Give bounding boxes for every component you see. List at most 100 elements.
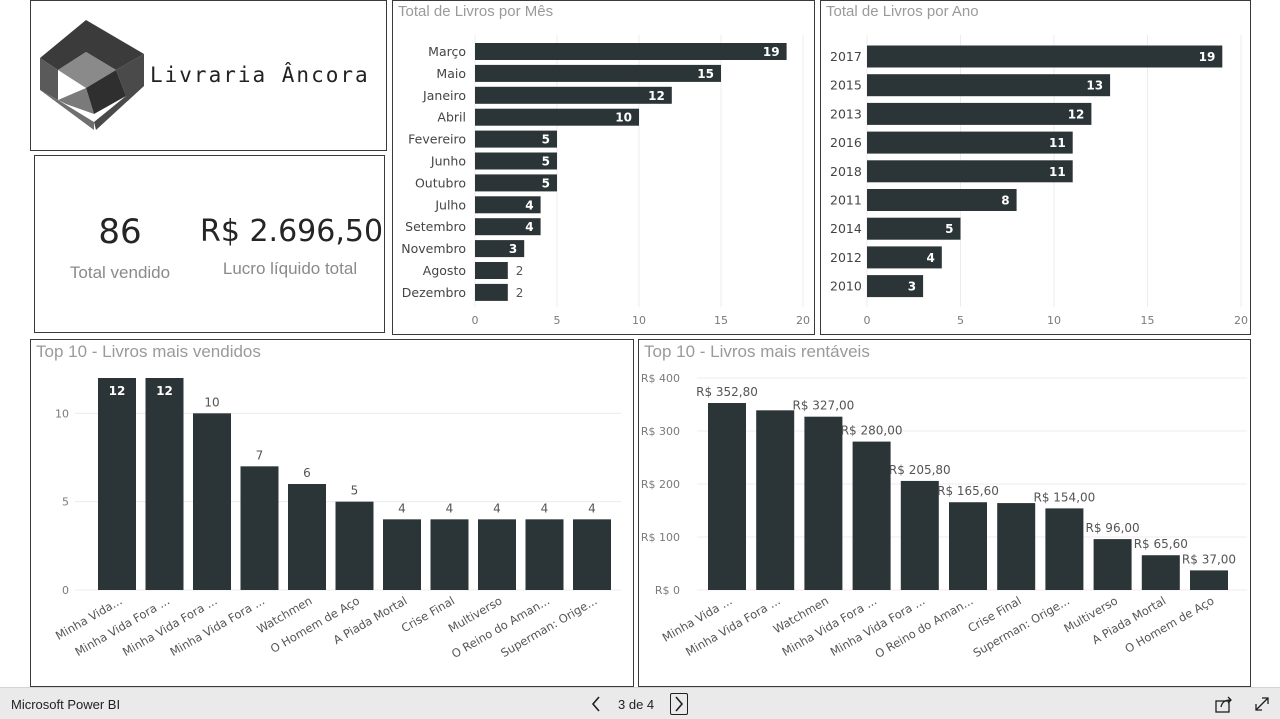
kpi-panel: 86 Total vendido R$ 2.696,50 Lucro líqui… [34, 155, 385, 333]
data-label: 4 [541, 501, 549, 515]
bar [475, 108, 639, 126]
x-tick-label: 5 [957, 314, 964, 327]
bar [478, 519, 516, 590]
chart-title: Total de Livros por Mês [398, 3, 554, 20]
category-label: Janeiro [422, 88, 466, 103]
data-label: 4 [525, 220, 533, 234]
share-button[interactable] [1214, 694, 1234, 714]
data-label: 4 [398, 501, 406, 515]
bar [573, 519, 611, 590]
bar [288, 484, 326, 590]
logo-panel: Livraria Âncora [30, 0, 387, 151]
bar [1045, 508, 1084, 590]
data-label: 6 [303, 466, 311, 480]
data-label: 3 [509, 242, 517, 256]
bar [1093, 539, 1132, 590]
x-tick-label: 15 [1141, 314, 1155, 327]
data-label: 4 [493, 501, 501, 515]
data-label: 12 [648, 89, 665, 103]
fullscreen-icon [1255, 697, 1269, 711]
bar [525, 519, 564, 590]
data-label: 2 [516, 264, 524, 278]
category-label: Setembro [405, 219, 466, 234]
category-label: 2014 [830, 221, 862, 236]
data-label: 11 [1049, 165, 1066, 179]
bar [867, 45, 1223, 68]
x-tick-label: 20 [796, 314, 810, 327]
data-label: 19 [1199, 50, 1216, 64]
data-label: 4 [446, 501, 454, 515]
chart-by-month-panel: Total de Livros por Mês 0 5 10 15 20 Março 19 M… [392, 0, 815, 335]
x-tick-label: 15 [714, 314, 728, 327]
bar [949, 502, 987, 590]
category-label: 2013 [830, 106, 862, 121]
data-label: R$ 154,00 [1034, 490, 1096, 504]
net-profit-value: R$ 2.696,50 [200, 214, 384, 249]
fullscreen-button[interactable] [1252, 694, 1272, 714]
data-label: 5 [542, 133, 550, 147]
y-tick-label: 5 [62, 496, 69, 509]
bar [475, 283, 508, 301]
category-label: 2012 [830, 250, 862, 265]
category-label: Julho [434, 197, 466, 212]
data-label: 11 [1049, 136, 1066, 150]
previous-page-button[interactable] [587, 693, 605, 715]
bar [145, 378, 184, 590]
bar [867, 189, 1017, 211]
bar [708, 403, 746, 590]
y-tick-label: 0 [62, 584, 69, 597]
bar [475, 64, 721, 82]
chart-title: Total de Livros por Ano [826, 3, 979, 20]
x-tick-label: 20 [1234, 314, 1248, 327]
bar [98, 378, 136, 590]
total-sold-value: 86 [98, 212, 142, 252]
bar [475, 43, 787, 60]
category-label: Junho [430, 154, 466, 169]
data-label: R$ 327,00 [793, 399, 855, 413]
bar [240, 466, 279, 590]
y-tick-label: R$ 0 [655, 584, 680, 597]
chart-title: Top 10 - Livros mais vendidos [36, 342, 261, 361]
y-tick-label: 10 [55, 407, 69, 420]
x-tick-label: 0 [864, 314, 871, 327]
category-label: Fevereiro [408, 132, 466, 147]
data-label: R$ 37,00 [1182, 552, 1236, 566]
x-tick-label: 10 [1047, 314, 1061, 327]
bar [1190, 570, 1228, 590]
data-label: 7 [256, 448, 264, 462]
data-label: 3 [908, 280, 916, 294]
chevron-right-icon [675, 696, 684, 712]
app-name: Microsoft Power BI [11, 697, 121, 712]
chart-by-year-panel: Total de Livros por Ano 0 5 10 15 20 2017 19 20… [820, 0, 1251, 335]
category-label: 2016 [830, 135, 862, 150]
data-label: 4 [588, 501, 596, 515]
x-tick-label: 10 [632, 314, 646, 327]
bar [475, 174, 557, 192]
category-label: Maio [436, 66, 466, 81]
bar [867, 275, 924, 298]
category-label: Abril [437, 110, 466, 125]
brand-name: Livraria Âncora [150, 63, 370, 87]
total-sold-label: Total vendido [69, 263, 171, 282]
data-label: R$ 352,80 [696, 385, 758, 399]
data-label: 5 [542, 176, 550, 190]
data-label: 12 [109, 384, 126, 398]
chart-title: Top 10 - Livros mais rentáveis [644, 342, 870, 361]
next-page-button[interactable] [670, 693, 688, 715]
category-label: 2010 [830, 279, 862, 294]
bar [193, 413, 231, 590]
data-label: 15 [697, 67, 714, 81]
y-tick-label: R$ 300 [641, 425, 680, 438]
bar [335, 501, 374, 590]
data-label: R$ 165,60 [937, 484, 999, 498]
bar [475, 130, 557, 148]
data-label: R$ 65,60 [1134, 537, 1188, 551]
bar [756, 410, 795, 590]
data-label: 2 [516, 286, 524, 300]
category-label: Dezembro [402, 285, 466, 300]
month-bar-chart: 0 5 10 15 20 Março 19 Maio 15 Janeiro 12 Abril 10 Fev… [401, 35, 810, 327]
category-label: Outubro [415, 175, 466, 190]
data-label: 5 [945, 222, 953, 236]
